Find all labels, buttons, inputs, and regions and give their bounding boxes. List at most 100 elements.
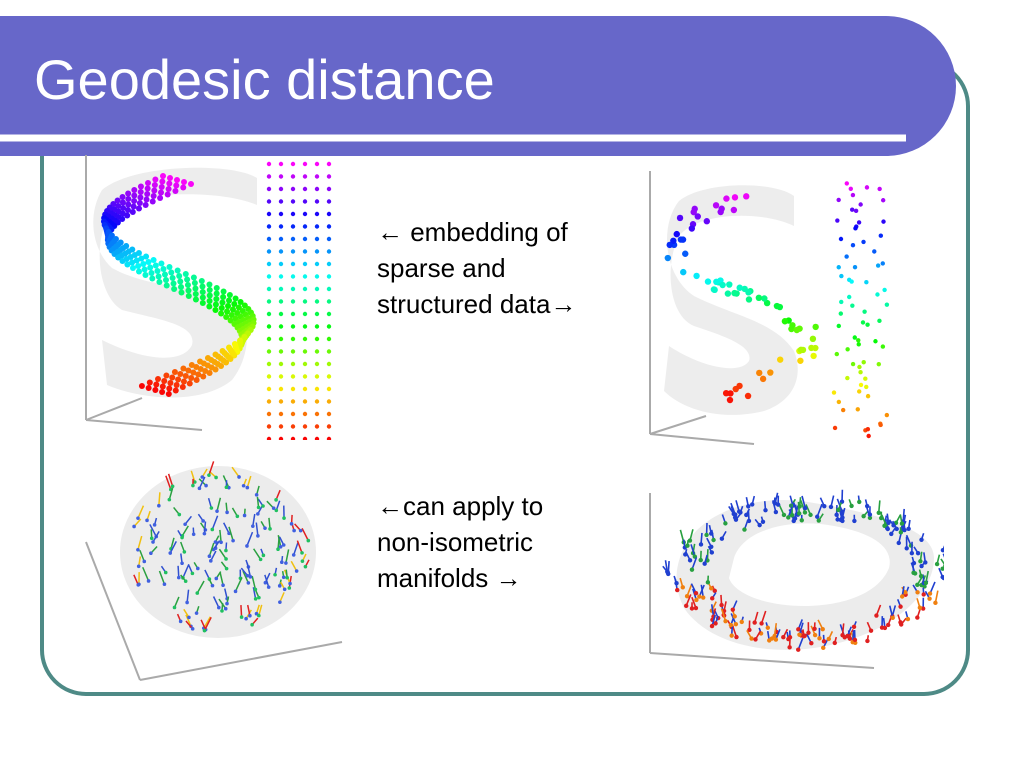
- point: [793, 326, 800, 334]
- point: [188, 375, 195, 381]
- point: [290, 261, 296, 267]
- point: [219, 540, 223, 545]
- point: [149, 551, 153, 556]
- vector-glyph: [277, 535, 282, 547]
- point: [278, 349, 284, 354]
- point: [863, 376, 868, 381]
- point: [163, 282, 170, 289]
- point: [231, 538, 235, 543]
- point: [200, 373, 207, 380]
- point: [723, 618, 728, 624]
- point: [302, 436, 308, 440]
- point: [261, 504, 265, 508]
- point: [750, 502, 755, 507]
- point: [865, 638, 870, 644]
- point: [314, 336, 320, 342]
- vector-glyph: [182, 563, 190, 579]
- point: [179, 384, 186, 390]
- point: [257, 613, 261, 618]
- point: [326, 199, 332, 204]
- point: [664, 254, 672, 262]
- point: [245, 485, 250, 490]
- vector-glyph: [264, 574, 270, 588]
- point: [861, 239, 866, 245]
- point: [726, 281, 733, 288]
- point: [151, 182, 158, 188]
- point: [326, 311, 332, 317]
- point: [834, 351, 840, 357]
- point: [273, 572, 277, 577]
- point: [180, 365, 187, 372]
- point: [747, 627, 752, 633]
- point: [326, 161, 332, 167]
- point: [266, 261, 272, 267]
- point: [178, 289, 185, 296]
- point: [915, 615, 920, 620]
- point: [857, 389, 862, 394]
- point: [210, 583, 215, 588]
- point: [772, 633, 777, 639]
- point: [213, 540, 218, 544]
- point: [245, 544, 249, 548]
- point: [789, 513, 795, 518]
- point: [266, 374, 272, 379]
- vector-glyph: [234, 577, 243, 592]
- vector-glyph: [218, 598, 227, 610]
- point: [278, 545, 283, 549]
- point: [144, 185, 151, 192]
- point: [221, 583, 225, 588]
- point: [314, 349, 320, 354]
- point: [730, 607, 736, 612]
- point: [191, 483, 195, 488]
- point: [679, 236, 687, 243]
- vector-glyph: [212, 540, 221, 550]
- point: [163, 570, 168, 575]
- point: [911, 560, 917, 566]
- point: [202, 628, 207, 633]
- point: [231, 301, 238, 307]
- point: [927, 596, 932, 601]
- point: [302, 261, 308, 267]
- point: [227, 356, 234, 362]
- title-bar: Geodesic distance: [0, 16, 956, 156]
- point: [314, 261, 320, 267]
- caption-line: ←can apply to: [377, 491, 544, 521]
- point: [773, 637, 779, 642]
- point: [190, 274, 197, 281]
- point: [918, 573, 924, 579]
- point: [218, 305, 225, 311]
- point: [302, 236, 308, 242]
- point: [326, 349, 332, 354]
- point: [832, 425, 838, 431]
- point: [171, 369, 178, 375]
- point: [820, 626, 825, 632]
- torus-vector-field-plot: [649, 489, 944, 669]
- vector-glyph: [253, 548, 262, 560]
- vector-glyph: [208, 461, 215, 476]
- point: [224, 308, 231, 315]
- point: [266, 336, 272, 342]
- point: [919, 537, 924, 543]
- plot-axes: [85, 155, 203, 431]
- point: [143, 253, 150, 260]
- point: [290, 411, 296, 417]
- point: [173, 382, 180, 388]
- point: [314, 411, 320, 417]
- point: [152, 176, 159, 183]
- point: [890, 615, 895, 621]
- point: [742, 527, 747, 532]
- point: [326, 386, 332, 392]
- point: [180, 561, 184, 566]
- vector-glyph: [251, 575, 257, 590]
- point: [836, 323, 841, 329]
- point: [731, 194, 739, 201]
- point: [237, 299, 244, 305]
- point: [756, 369, 763, 377]
- slide-title: Geodesic distance: [34, 48, 495, 111]
- point: [850, 361, 856, 367]
- point: [177, 512, 182, 517]
- point: [755, 294, 763, 302]
- point: [174, 267, 181, 274]
- point: [877, 186, 882, 192]
- point: [290, 399, 296, 404]
